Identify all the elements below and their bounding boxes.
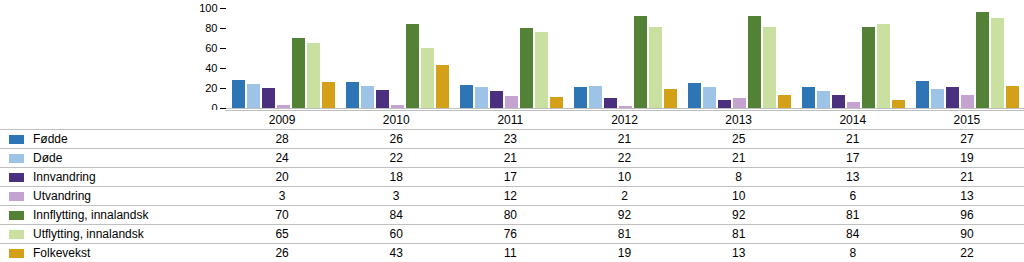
html-text:90: 90 [960, 227, 974, 241]
html-text:18: 18 [389, 170, 403, 184]
html-text:Utvandring: Utvandring [33, 189, 91, 203]
html-text:28: 28 [275, 132, 289, 146]
html-text:2009: 2009 [268, 113, 296, 127]
html-text:Innvandring: Innvandring [33, 170, 96, 184]
svg-text:80: 80 [205, 22, 217, 34]
html-text:80: 80 [503, 208, 517, 222]
html-text:6: 6 [849, 189, 857, 203]
html-text:3: 3 [278, 189, 286, 203]
html-text:22: 22 [617, 151, 632, 165]
html-text:25: 25 [732, 132, 746, 146]
html-text:43: 43 [389, 246, 403, 260]
html-text:2012: 2012 [611, 113, 638, 127]
html-text:2014: 2014 [839, 113, 867, 127]
html-text:96: 96 [960, 208, 974, 222]
html-text:22: 22 [389, 151, 403, 165]
html-text:19: 19 [617, 246, 632, 260]
svg-text:100: 100 [199, 2, 217, 14]
html-text:17: 17 [503, 170, 517, 184]
svg-text:60: 60 [205, 42, 217, 54]
html-text:13: 13 [846, 170, 860, 184]
html-text:65: 65 [275, 227, 289, 241]
html-text:2011: 2011 [497, 113, 524, 127]
html-text:20: 20 [275, 170, 289, 184]
html-text:10: 10 [617, 170, 632, 184]
html-text:2: 2 [621, 189, 628, 203]
html-text:60: 60 [389, 227, 403, 241]
html-text:92: 92 [732, 208, 746, 222]
html-text:22: 22 [960, 246, 974, 260]
html-text:27: 27 [960, 132, 974, 146]
html-text:13: 13 [960, 189, 974, 203]
html-text:2010: 2010 [382, 113, 410, 127]
html-text:21: 21 [732, 151, 746, 165]
html-text:70: 70 [275, 208, 289, 222]
html-text:12: 12 [503, 189, 517, 203]
html-text:2015: 2015 [953, 113, 981, 127]
html-text:13: 13 [732, 246, 746, 260]
html-text:8: 8 [849, 246, 857, 260]
html-text:Folkevekst: Folkevekst [33, 246, 91, 260]
html-text:Fødde: Fødde [33, 132, 68, 146]
html-text:84: 84 [846, 227, 860, 241]
html-text:81: 81 [732, 227, 746, 241]
html-text:3: 3 [392, 189, 400, 203]
html-text:21: 21 [960, 170, 974, 184]
html-text:76: 76 [503, 227, 517, 241]
html-text:2013: 2013 [725, 113, 752, 127]
html-text:23: 23 [503, 132, 517, 146]
html-text:84: 84 [389, 208, 403, 222]
html-text:81: 81 [846, 208, 860, 222]
html-text:21: 21 [617, 132, 632, 146]
html-text:81: 81 [617, 227, 632, 241]
html-text:17: 17 [846, 151, 860, 165]
svg-text:0: 0 [211, 102, 217, 110]
html-text:10: 10 [732, 189, 746, 203]
html-text:92: 92 [617, 208, 632, 222]
html-text:26: 26 [389, 132, 403, 146]
html-text:19: 19 [960, 151, 974, 165]
html-text:26: 26 [275, 246, 289, 260]
html-text:Innflytting, innalandsk: Innflytting, innalandsk [33, 208, 149, 222]
svg-text:20: 20 [205, 82, 217, 94]
html-text:8: 8 [735, 170, 742, 184]
html-text:11: 11 [504, 246, 517, 260]
html-text:Utflytting, innalandsk: Utflytting, innalandsk [33, 227, 144, 241]
html-text:21: 21 [503, 151, 517, 165]
html-text:24: 24 [275, 151, 289, 165]
svg-text:40: 40 [205, 62, 217, 74]
html-text:Døde: Døde [33, 151, 63, 165]
html-text:21: 21 [846, 132, 860, 146]
